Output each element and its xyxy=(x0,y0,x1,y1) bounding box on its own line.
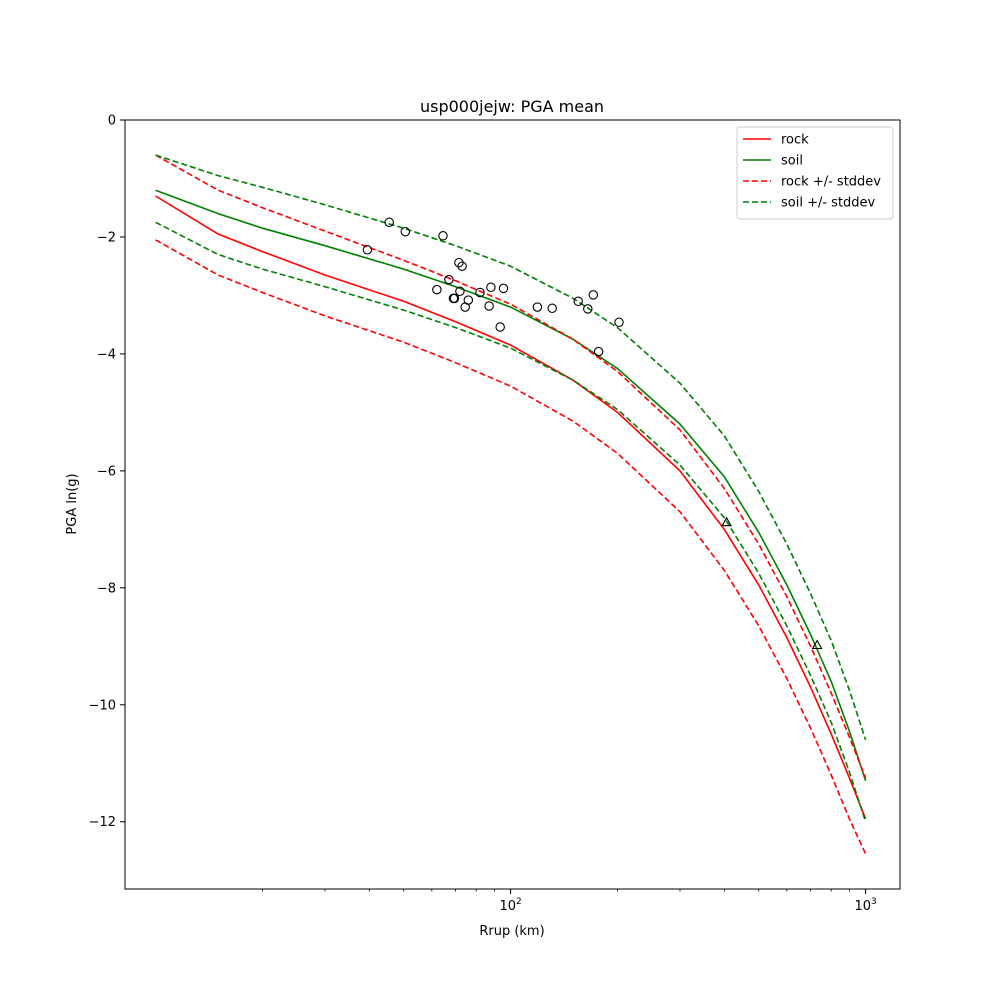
legend-box xyxy=(736,126,894,220)
y-tick-label: 0 xyxy=(108,114,116,129)
x-axis-label: Rrup (km) xyxy=(479,924,544,939)
observation-point xyxy=(495,322,505,332)
chart-title: usp000jejw: PGA mean xyxy=(420,97,604,116)
series-line-5 xyxy=(155,221,867,822)
series-line-1 xyxy=(155,189,867,782)
y-tick-label: −8 xyxy=(97,581,116,596)
observation-point xyxy=(588,290,599,300)
legend-label: soil xyxy=(781,154,803,169)
observation-point xyxy=(400,226,411,237)
observation-point xyxy=(362,245,373,255)
y-tick-label: −12 xyxy=(89,815,116,830)
plot-area xyxy=(155,154,867,855)
x-tick-label: 103 xyxy=(854,897,876,914)
legend-label: rock xyxy=(781,133,809,148)
y-tick-label: −4 xyxy=(97,347,116,362)
observation-point xyxy=(455,286,465,297)
observation-triangle xyxy=(811,639,823,650)
observation-point xyxy=(449,293,460,304)
observation-point xyxy=(486,282,496,293)
observation-point xyxy=(384,217,394,228)
observation-point xyxy=(532,302,543,312)
y-axis: 0 −2 −4 −6 −8 −10 −12 xyxy=(89,114,125,830)
observation-triangle xyxy=(721,516,733,527)
series-line-0 xyxy=(155,195,867,820)
observation-point xyxy=(463,295,474,305)
observation-point xyxy=(438,231,448,241)
observation-point xyxy=(498,283,509,294)
plot-frame xyxy=(124,119,901,890)
observation-point xyxy=(593,346,604,357)
series-line-4 xyxy=(155,154,867,741)
series-line-2 xyxy=(155,154,867,779)
observation-point xyxy=(573,296,583,307)
observation-point xyxy=(432,284,442,295)
legend: rock soil rock +/- stddev soil +/- stddev xyxy=(736,126,894,220)
y-tick-label: −6 xyxy=(97,464,116,479)
observation-point xyxy=(614,317,624,328)
observation-point xyxy=(583,304,593,314)
y-axis-label: PGA ln(g) xyxy=(65,473,80,534)
legend-label: rock +/- stddev xyxy=(781,175,881,190)
legend-label: soil +/- stddev xyxy=(781,196,876,211)
y-tick-label: −10 xyxy=(89,698,116,713)
observation-point xyxy=(454,257,464,268)
x-tick-label: 102 xyxy=(499,897,521,914)
observation-point xyxy=(547,303,557,314)
observation-point xyxy=(457,261,467,271)
y-tick-label: −2 xyxy=(97,230,116,245)
observation-point xyxy=(484,301,494,311)
series-line-3 xyxy=(155,239,867,855)
observation-point xyxy=(475,287,485,298)
observation-point xyxy=(444,274,454,285)
x-axis: 102 103 xyxy=(262,889,877,914)
